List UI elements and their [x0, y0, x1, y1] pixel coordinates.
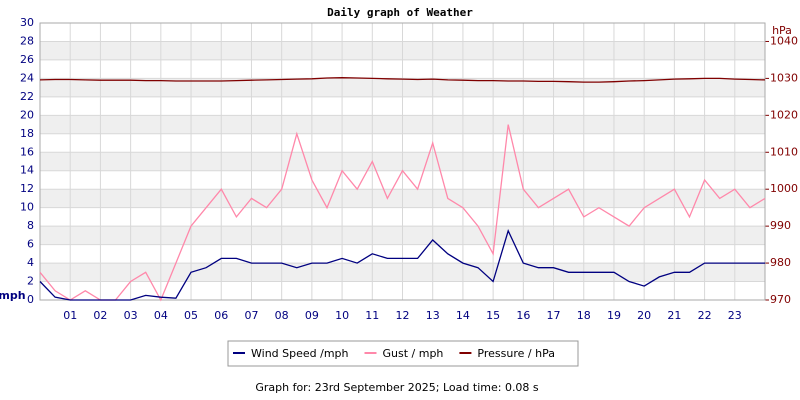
x-tick-label: 08: [275, 309, 289, 322]
legend-label: Gust / mph: [383, 347, 444, 360]
y2-tick-label: 1000: [770, 182, 798, 195]
x-tick-label: 12: [396, 309, 410, 322]
y2-tick-label: 1040: [770, 34, 798, 47]
x-tick-label: 16: [516, 309, 530, 322]
x-tick-label: 03: [124, 309, 138, 322]
x-tick-label: 09: [305, 309, 319, 322]
y-tick-label: 4: [27, 256, 34, 269]
y2-tick-label: 990: [770, 219, 791, 232]
y-tick-label: 10: [20, 201, 34, 214]
x-tick-label: 14: [456, 309, 470, 322]
y-tick-label: 6: [27, 238, 34, 251]
series-line: [39, 124, 766, 302]
y2-axis-label: hPa: [772, 24, 792, 37]
y2-tick-label: 980: [770, 256, 791, 269]
x-tick-label: 01: [63, 309, 77, 322]
y-tick-label: 2: [27, 275, 34, 288]
y-tick-label: 22: [20, 90, 34, 103]
y-tick-label: 8: [27, 219, 34, 232]
plot-border: [39, 22, 766, 301]
y2-tick-label: 1020: [770, 108, 798, 121]
chart-title: Daily graph of Weather: [327, 6, 473, 19]
x-tick-label: 15: [486, 309, 500, 322]
y-tick-label: 0: [27, 293, 34, 306]
series-line: [39, 228, 765, 301]
x-tick-label: 02: [93, 309, 107, 322]
legend-label: Pressure / hPa: [477, 347, 555, 360]
x-tick-label: 11: [365, 309, 379, 322]
x-tick-label: 21: [667, 309, 681, 322]
y2-tick-label: 1030: [770, 71, 798, 84]
y-tick-label: 20: [20, 108, 34, 121]
legend-label: Wind Speed /mph: [251, 347, 349, 360]
y-tick-label: 14: [20, 164, 34, 177]
x-tick-label: 20: [637, 309, 651, 322]
y-tick-label: 30: [20, 16, 34, 29]
y-tick-label: 16: [20, 145, 34, 158]
y-tick-label: 26: [20, 53, 34, 66]
legend-box: [227, 340, 579, 367]
y-tick-label: 12: [20, 182, 34, 195]
x-tick-label: 18: [577, 309, 591, 322]
x-tick-label: 04: [154, 309, 168, 322]
x-tick-label: 19: [607, 309, 621, 322]
footer: Graph for: 23rd September 2025; Load tim…: [255, 381, 539, 394]
y-tick-label: 24: [20, 71, 34, 84]
x-tick-label: 17: [547, 309, 561, 322]
x-tick-label: 06: [214, 309, 228, 322]
x-tick-label: 22: [698, 309, 712, 322]
x-tick-label: 23: [728, 309, 742, 322]
series-line: [39, 77, 766, 83]
x-tick-label: 07: [244, 309, 258, 322]
x-tick-label: 10: [335, 309, 349, 322]
y-axis-label: mph: [0, 289, 26, 302]
y2-tick-label: 970: [770, 293, 791, 306]
x-tick-label: 13: [426, 309, 440, 322]
y-tick-label: 28: [20, 34, 34, 47]
y-tick-label: 18: [20, 127, 34, 140]
y2-tick-label: 1010: [770, 145, 798, 158]
x-tick-label: 05: [184, 309, 198, 322]
